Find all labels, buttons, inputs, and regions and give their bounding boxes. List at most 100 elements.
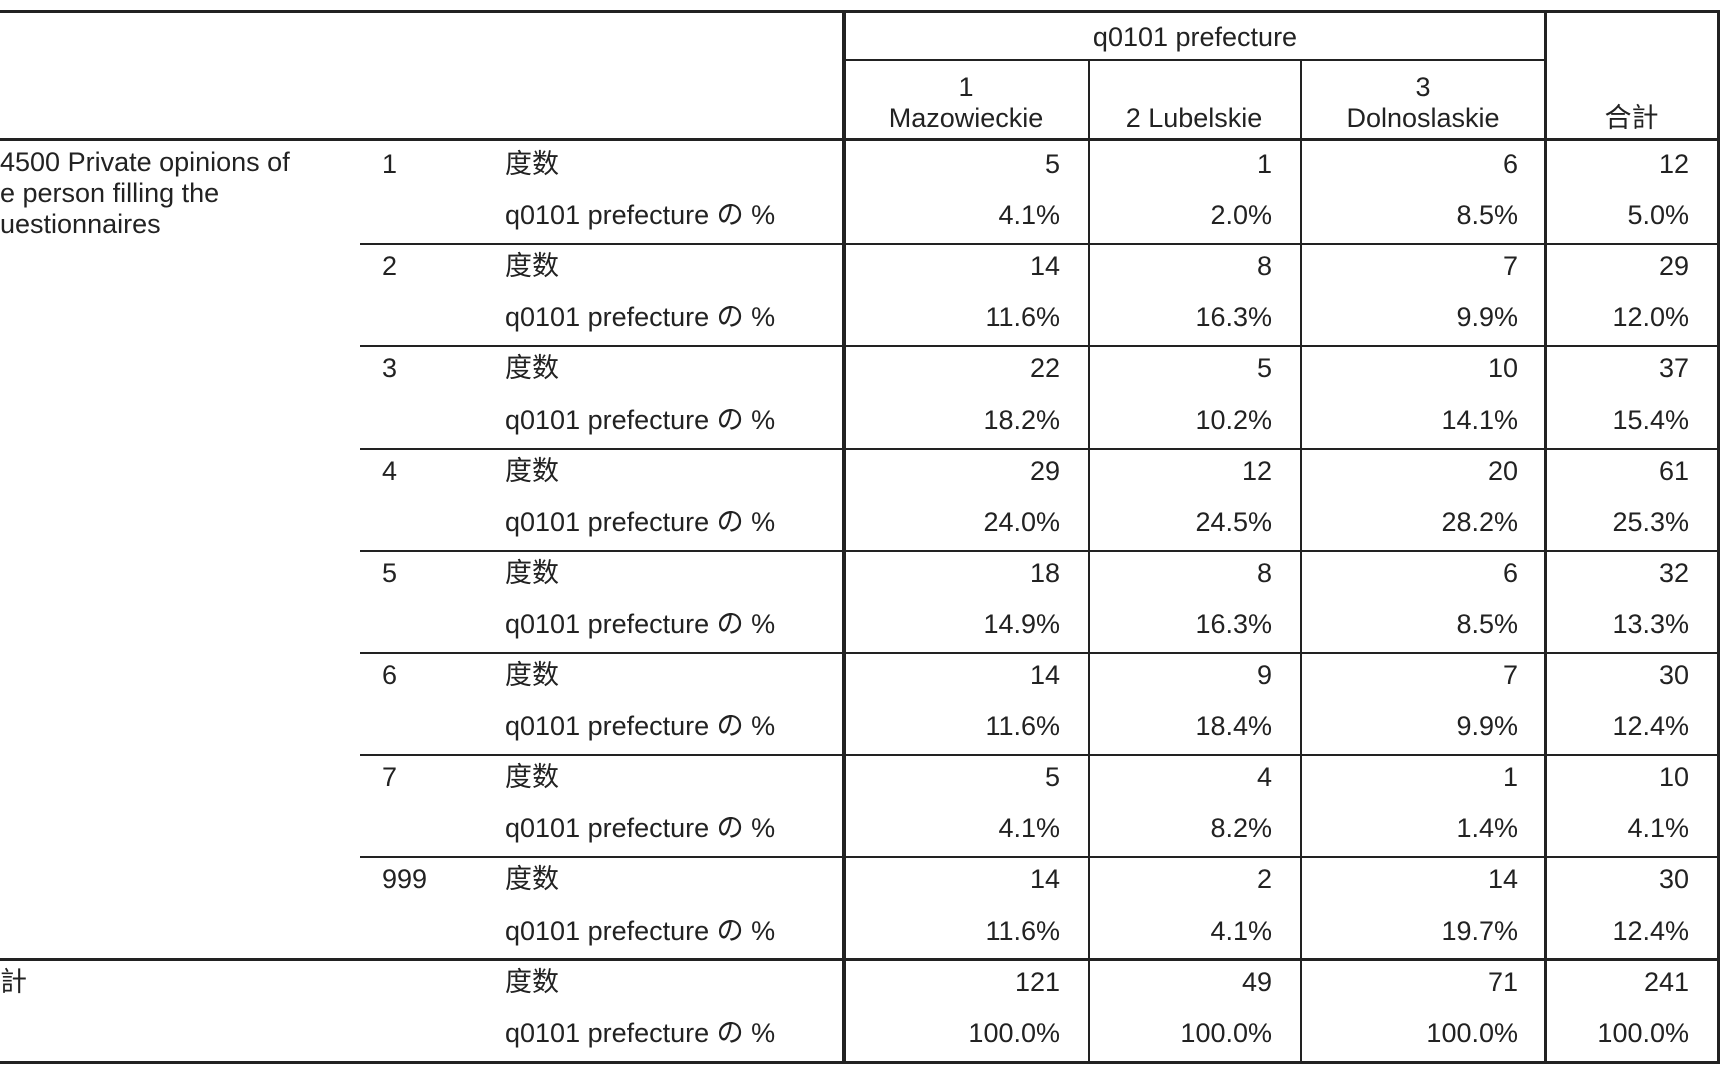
column-header: Mazowieckie <box>888 103 1044 133</box>
percent-cell: 2.0% <box>1210 200 1272 231</box>
count-cell: 29 <box>1658 251 1689 282</box>
count-cell: 5 <box>1044 149 1060 179</box>
percent-cell: 12.4% <box>1612 711 1689 742</box>
count-cell: 10 <box>1658 762 1689 793</box>
stat-label: q0101 prefecture の % <box>505 506 776 537</box>
category-code: 999 <box>382 864 428 895</box>
count-cell: 14 <box>1029 660 1060 690</box>
percent-cell: 16.3% <box>1195 608 1272 639</box>
stat-label: q0101 prefecture の % <box>505 813 776 844</box>
stat-label: 度数 <box>505 353 559 384</box>
stat-label: q0101 prefecture の % <box>505 711 776 742</box>
rule <box>0 10 1720 13</box>
count-cell: 9 <box>1256 660 1272 690</box>
category-code: 3 <box>382 353 398 384</box>
percent-cell: 4.1% <box>998 813 1060 844</box>
stat-label: 度数 <box>505 864 559 895</box>
category-code: 2 <box>382 251 398 282</box>
row-label: e person filling the <box>0 178 220 208</box>
stat-label: 度数 <box>505 660 559 690</box>
count-cell: 14 <box>1487 864 1518 895</box>
percent-cell: 12.4% <box>1612 915 1689 946</box>
stat-label: 度数 <box>505 455 559 486</box>
count-cell: 49 <box>1241 966 1272 997</box>
column-header: 合計 <box>1604 103 1659 133</box>
percent-cell: 13.3% <box>1612 608 1689 639</box>
percent-cell: 9.9% <box>1456 302 1518 333</box>
rule <box>0 138 1720 141</box>
rule <box>844 59 1546 61</box>
count-cell: 30 <box>1658 660 1689 690</box>
percent-cell: 19.7% <box>1441 915 1518 946</box>
count-cell: 8 <box>1256 557 1272 588</box>
rule <box>1088 59 1090 1061</box>
percent-cell: 1.4% <box>1456 813 1518 844</box>
count-cell: 6 <box>1502 149 1518 179</box>
count-cell: 30 <box>1658 864 1689 895</box>
count-cell: 71 <box>1487 966 1518 997</box>
stat-label: 度数 <box>505 966 559 997</box>
stat-label: 度数 <box>505 251 559 282</box>
percent-cell: 11.6% <box>985 915 1060 946</box>
count-cell: 1 <box>1256 149 1272 179</box>
percent-cell: 8.2% <box>1210 813 1272 844</box>
stat-label: q0101 prefecture の % <box>505 200 776 231</box>
rule <box>0 957 1720 961</box>
percent-cell: 8.5% <box>1456 200 1518 231</box>
percent-cell: 24.0% <box>983 506 1060 537</box>
rule <box>842 10 846 1064</box>
column-header: 1 <box>958 72 974 102</box>
percent-cell: 18.2% <box>983 404 1060 435</box>
percent-cell: 8.5% <box>1456 608 1518 639</box>
count-cell: 12 <box>1241 455 1272 486</box>
rule <box>360 243 1720 246</box>
rule <box>360 447 1720 450</box>
percent-cell: 24.5% <box>1195 506 1272 537</box>
percent-cell: 4.1% <box>1627 813 1689 844</box>
percent-cell: 4.1% <box>1210 915 1272 946</box>
percent-cell: 14.9% <box>983 608 1060 639</box>
count-cell: 121 <box>1014 966 1060 997</box>
stat-label: 度数 <box>505 557 559 588</box>
rule <box>360 652 1720 654</box>
category-code: 1 <box>382 149 398 179</box>
stat-label: q0101 prefecture の % <box>505 1017 776 1048</box>
rule <box>360 345 1720 348</box>
percent-cell: 25.3% <box>1612 506 1689 537</box>
percent-cell: 10.2% <box>1195 404 1272 435</box>
percent-cell: 100.0% <box>1180 1017 1272 1048</box>
percent-cell: 5.0% <box>1627 200 1689 231</box>
rule <box>360 856 1720 859</box>
rule <box>0 1060 1720 1064</box>
rule <box>1717 10 1720 1064</box>
count-cell: 241 <box>1643 966 1689 997</box>
stat-label: 度数 <box>505 762 559 793</box>
count-cell: 61 <box>1658 455 1689 486</box>
count-cell: 22 <box>1029 353 1060 384</box>
total-label: 計 <box>0 966 27 997</box>
count-cell: 4 <box>1256 762 1272 793</box>
category-code: 5 <box>382 557 398 588</box>
percent-cell: 100.0% <box>1426 1017 1518 1048</box>
column-header: 2 Lubelskie <box>1125 103 1263 133</box>
count-cell: 7 <box>1502 660 1518 690</box>
row-label: uestionnaires <box>0 209 161 239</box>
count-cell: 7 <box>1502 251 1518 282</box>
percent-cell: 14.1% <box>1441 404 1518 435</box>
percent-cell: 28.2% <box>1441 506 1518 537</box>
count-cell: 14 <box>1029 864 1060 895</box>
percent-cell: 18.4% <box>1195 711 1272 742</box>
percent-cell: 11.6% <box>985 711 1060 742</box>
percent-cell: 100.0% <box>968 1017 1060 1048</box>
stat-label: q0101 prefecture の % <box>505 404 776 435</box>
row-label: 4500 Private opinions of <box>0 147 290 177</box>
percent-cell: 100.0% <box>1597 1017 1689 1048</box>
category-code: 4 <box>382 455 398 486</box>
percent-cell: 12.0% <box>1612 302 1689 333</box>
stat-label: q0101 prefecture の % <box>505 302 776 333</box>
percent-cell: 15.4% <box>1612 404 1689 435</box>
category-code: 6 <box>382 660 398 690</box>
count-cell: 18 <box>1029 557 1060 588</box>
percent-cell: 16.3% <box>1195 302 1272 333</box>
